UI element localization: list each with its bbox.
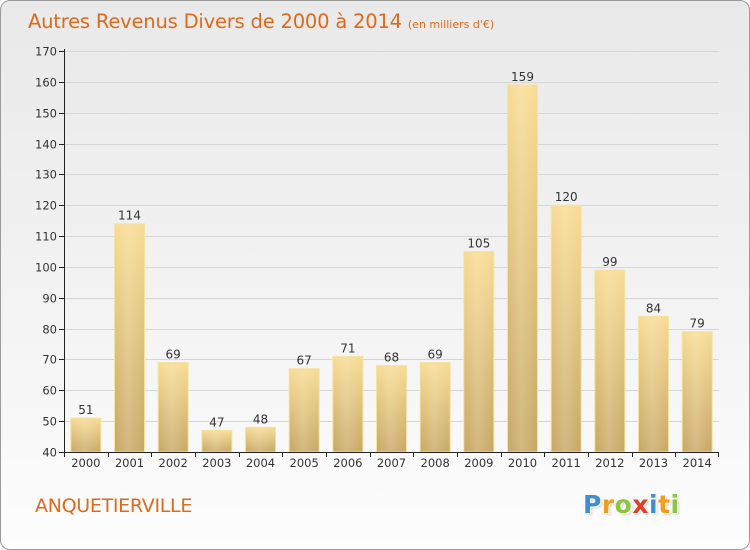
data-label: 114 [118, 209, 141, 223]
bar-sheen [202, 431, 231, 451]
x-tick-label: 2013 [639, 456, 668, 470]
bar-sheen [290, 369, 319, 451]
logo-letter: x [632, 490, 649, 519]
data-labels: 51 114 69 47 48 67 71 68 69 105 159 120 99 84 79 [78, 70, 705, 429]
data-label: 69 [166, 348, 181, 362]
bar-sheen [115, 224, 144, 451]
y-tick-label: 50 [42, 415, 57, 429]
x-tick-label: 2009 [464, 456, 493, 470]
x-tick-label: 2011 [552, 456, 581, 470]
logo-letter: P [583, 490, 602, 519]
data-label: 99 [602, 255, 617, 269]
chart-subtitle: (en milliers d'€) [407, 18, 495, 31]
bar-sheen [246, 428, 275, 451]
data-label: 51 [78, 403, 93, 417]
data-label: 120 [555, 190, 578, 204]
bars [70, 84, 713, 453]
x-tick-label: 2012 [595, 456, 624, 470]
bar-sheen [159, 363, 188, 451]
data-label: 68 [384, 351, 399, 365]
axes: 40 50 60 70 80 90 100 110 120 130 140 150 160 170 2000… [35, 45, 719, 470]
y-tick-label: 150 [35, 107, 57, 121]
bar-sheen [595, 271, 624, 451]
chart-title-text: Autres Revenus Divers de 2000 à 2014 [28, 10, 402, 33]
data-label: 159 [511, 70, 534, 84]
logo-letter: i [670, 490, 680, 519]
logo-letter: i [649, 490, 659, 519]
logo-letter: r [601, 490, 615, 519]
data-label: 67 [297, 354, 312, 368]
bar-sheen [683, 332, 712, 451]
proxiti-logo: Proxiti [583, 490, 680, 519]
y-tick-label: 60 [42, 384, 57, 398]
y-tick-label: 80 [42, 323, 57, 337]
data-label: 105 [467, 237, 490, 251]
y-tick-label: 40 [42, 446, 57, 460]
logo-letter: o [614, 490, 633, 519]
x-tick-label: 2000 [71, 456, 100, 470]
y-tick-label: 130 [35, 168, 57, 182]
y-tick-label: 170 [35, 45, 57, 59]
data-label: 47 [209, 415, 224, 429]
y-tick-label: 70 [42, 353, 57, 367]
x-tick-label: 2005 [290, 456, 319, 470]
data-label: 69 [428, 348, 443, 362]
x-tick-label: 2006 [333, 456, 362, 470]
data-label: 79 [690, 317, 705, 331]
x-tick-label: 2014 [683, 456, 712, 470]
bar-sheen [377, 366, 406, 451]
bar-sheen [639, 317, 668, 451]
x-tick-label: 2002 [159, 456, 188, 470]
x-tick-label: 2004 [246, 456, 275, 470]
y-tick-label: 120 [35, 199, 57, 213]
y-tick-label: 160 [35, 76, 57, 90]
data-label: 71 [340, 341, 355, 355]
data-label: 84 [646, 301, 661, 315]
y-tick-label: 110 [35, 230, 57, 244]
data-label: 48 [253, 412, 268, 426]
x-tick-label: 2003 [202, 456, 231, 470]
logo-letter: t [658, 490, 671, 519]
y-tick-label: 90 [42, 292, 57, 306]
bar-sheen [552, 206, 581, 451]
y-tick-label: 140 [35, 138, 57, 152]
bar-sheen [464, 252, 493, 451]
x-tick-label: 2007 [377, 456, 406, 470]
location-name: ANQUETIERVILLE [35, 495, 193, 517]
x-tick-label: 2010 [508, 456, 537, 470]
x-tick-label: 2008 [421, 456, 450, 470]
y-tick-label: 100 [35, 261, 57, 275]
bar-sheen [71, 419, 100, 451]
chart-title: Autres Revenus Divers de 2000 à 2014 (en … [28, 10, 494, 33]
bar-sheen [508, 85, 537, 451]
bar-sheen [421, 363, 450, 451]
bar-sheen [333, 357, 362, 451]
x-tick-label: 2001 [115, 456, 144, 470]
